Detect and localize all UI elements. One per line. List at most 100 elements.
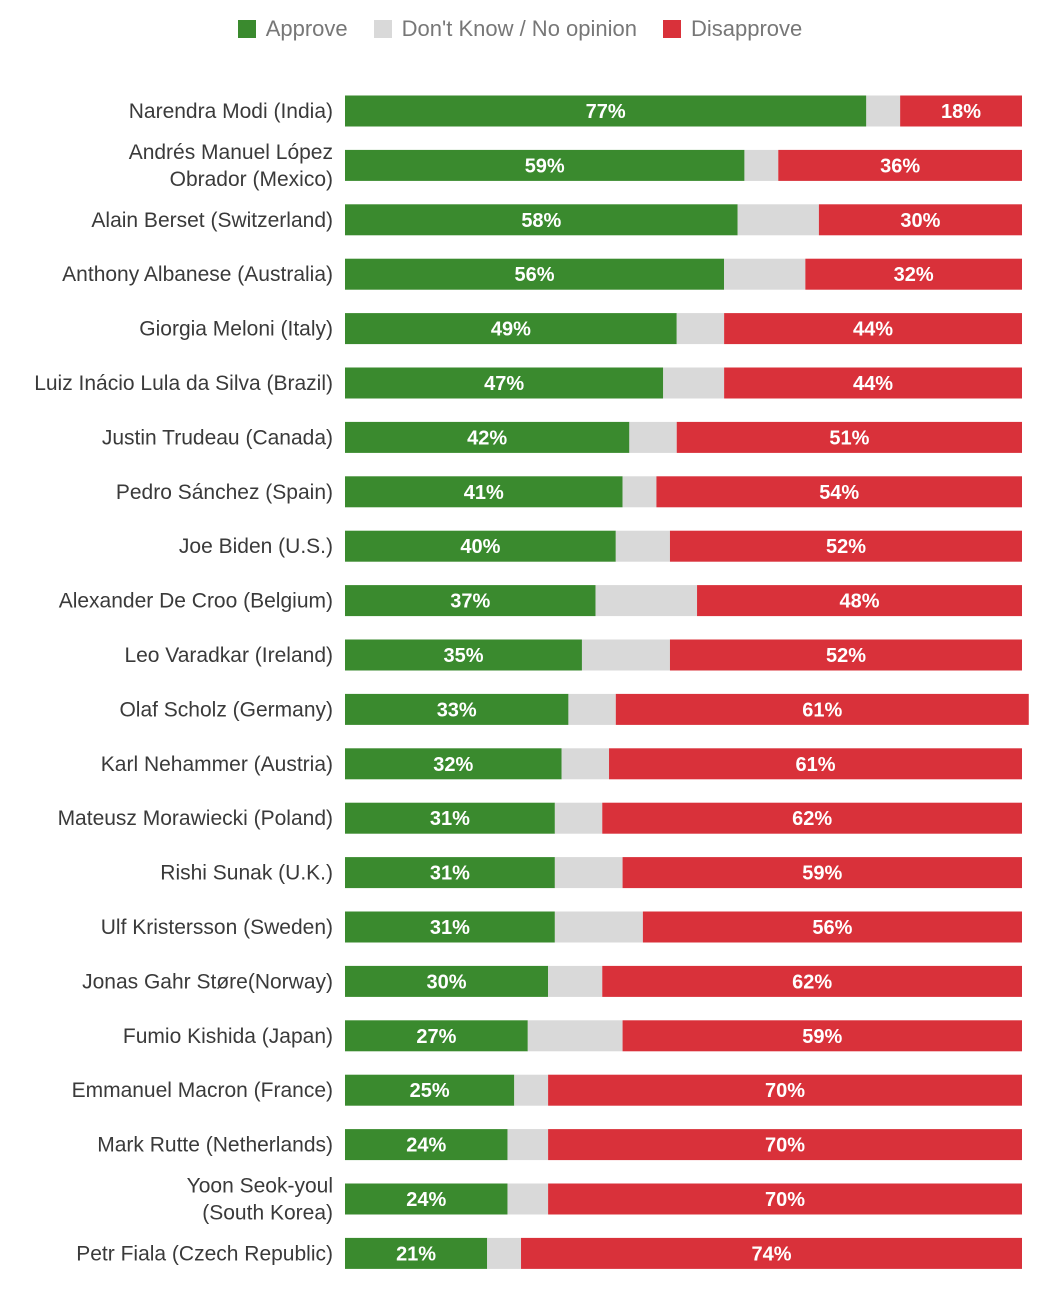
- row-label: Leo Varadkar (Ireland): [124, 644, 333, 667]
- row-label-line: Olaf Scholz (Germany): [119, 698, 333, 721]
- value-label-disapprove: 70%: [765, 1189, 805, 1211]
- bar-segment-disapprove: [548, 1183, 1022, 1215]
- row-label-line: Narendra Modi (India): [129, 100, 333, 123]
- bar-row: Giorgia Meloni (Italy) 49% 44%: [139, 313, 1022, 345]
- row-label-line: Fumio Kishida (Japan): [123, 1025, 333, 1048]
- value-label-disapprove: 74%: [751, 1243, 791, 1265]
- value-label-approve: 58%: [521, 210, 561, 232]
- legend-label-approve: Approve: [265, 16, 348, 41]
- value-label-approve: 42%: [467, 427, 507, 449]
- bar-segment-disapprove: [615, 693, 1029, 725]
- bar-segment-approve: [345, 693, 569, 725]
- bar-segment-disapprove: [724, 367, 1022, 399]
- bar-segment-unknown: [487, 1237, 522, 1269]
- bar-segment-disapprove: [521, 1237, 1022, 1269]
- row-label-line: Alain Berset (Switzerland): [91, 209, 333, 232]
- bar-segment-disapprove: [724, 313, 1022, 345]
- bar-segment-unknown: [514, 1074, 549, 1106]
- row-label-line: Joe Biden (U.S.): [179, 535, 333, 558]
- bar-row: Emmanuel Macron (France) 25% 70%: [72, 1074, 1022, 1106]
- bar-segment-unknown: [554, 802, 603, 834]
- row-label-line: Alexander De Croo (Belgium): [59, 590, 333, 613]
- value-label-disapprove: 30%: [900, 210, 940, 232]
- value-label-disapprove: 62%: [792, 971, 832, 993]
- bar-segment-approve: [345, 965, 549, 997]
- bar-segment-disapprove: [778, 149, 1022, 181]
- row-label-line: Jonas Gahr Støre(Norway): [82, 970, 333, 993]
- value-label-approve: 41%: [464, 482, 504, 504]
- bar-segment-disapprove: [656, 476, 1022, 508]
- bar-row: Mark Rutte (Netherlands) 24% 70%: [97, 1129, 1022, 1161]
- value-label-approve: 21%: [396, 1243, 436, 1265]
- legend-swatch-disapprove: [663, 20, 681, 38]
- bar-row: Jonas Gahr Støre(Norway) 30% 62%: [82, 965, 1022, 997]
- bar-row: Justin Trudeau (Canada) 42% 51%: [102, 421, 1022, 453]
- legend-swatch-approve: [237, 20, 256, 38]
- row-label-line: Mark Rutte (Netherlands): [97, 1134, 333, 1157]
- value-label-disapprove: 54%: [819, 482, 859, 504]
- value-label-disapprove: 36%: [880, 155, 920, 177]
- row-label: Emmanuel Macron (France): [72, 1079, 333, 1102]
- bar-segment-unknown: [527, 1020, 623, 1052]
- bar-segment-approve: [345, 748, 562, 780]
- bar-segment-approve: [345, 149, 745, 181]
- bar-segment-disapprove: [818, 204, 1022, 236]
- bar-segment-approve: [345, 204, 738, 236]
- value-label-approve: 32%: [433, 754, 473, 776]
- bar-row: Anthony Albanese (Australia) 56% 32%: [62, 258, 1022, 290]
- value-label-approve: 25%: [410, 1080, 450, 1102]
- value-label-approve: 77%: [586, 101, 626, 123]
- bar-segment-approve: [345, 1020, 528, 1052]
- bar-row: Karl Nehammer (Austria) 32% 61%: [101, 748, 1022, 780]
- row-label: Pedro Sánchez (Spain): [116, 481, 333, 504]
- legend-item-approve: Approve: [237, 16, 348, 42]
- row-label: Karl Nehammer (Austria): [101, 753, 333, 776]
- row-label: Fumio Kishida (Japan): [123, 1025, 333, 1048]
- bar-segment-disapprove: [642, 911, 1022, 943]
- row-label: Andrés Manuel López Obrador (Mexico): [129, 141, 333, 191]
- bar-segment-approve: [345, 802, 555, 834]
- row-label-line: Karl Nehammer (Austria): [101, 753, 333, 776]
- row-label: Mark Rutte (Netherlands): [97, 1134, 333, 1157]
- bar-segment-unknown: [724, 258, 806, 290]
- bar-segment-disapprove: [676, 421, 1022, 453]
- value-label-approve: 37%: [450, 591, 490, 613]
- row-label: Olaf Scholz (Germany): [119, 698, 333, 721]
- value-label-approve: 24%: [406, 1189, 446, 1211]
- row-label-line: Emmanuel Macron (France): [72, 1079, 333, 1102]
- bar-segment-unknown: [663, 367, 725, 399]
- row-label: Alexander De Croo (Belgium): [59, 590, 333, 613]
- row-label-line: Anthony Albanese (Australia): [62, 263, 333, 286]
- value-label-disapprove: 59%: [802, 863, 842, 885]
- bar-segment-unknown: [554, 857, 623, 889]
- legend-item-disapprove: Disapprove: [663, 16, 802, 42]
- row-label-line: Ulf Kristersson (Sweden): [101, 916, 333, 939]
- bar-row: Ulf Kristersson (Sweden) 31% 56%: [101, 911, 1022, 943]
- row-label-line: Andrés Manuel López: [129, 141, 333, 164]
- chart-legend: Approve Don't Know / No opinion Disappro…: [0, 16, 1040, 42]
- value-label-approve: 49%: [491, 319, 531, 341]
- bar-row: Petr Fiala (Czech Republic) 21% 74%: [76, 1237, 1022, 1269]
- row-label-line: Pedro Sánchez (Spain): [116, 481, 333, 504]
- bar-row: Alexander De Croo (Belgium) 37% 48%: [59, 585, 1022, 617]
- row-label: Anthony Albanese (Australia): [62, 263, 333, 286]
- value-label-approve: 30%: [427, 971, 467, 993]
- row-label-line: Obrador (Mexico): [170, 168, 333, 191]
- legend-label-disapprove: Disapprove: [691, 16, 803, 41]
- bar-segment-approve: [345, 367, 664, 399]
- bar-segment-approve: [345, 1074, 515, 1106]
- bar-segment-disapprove: [548, 1129, 1022, 1161]
- row-label-line: (South Korea): [202, 1202, 333, 1225]
- bar-row: Rishi Sunak (U.K.) 31% 59%: [160, 857, 1022, 889]
- bar-row: Joe Biden (U.S.) 40% 52%: [179, 530, 1022, 562]
- value-label-approve: 47%: [484, 373, 524, 395]
- bar-segment-disapprove: [602, 802, 1022, 834]
- bar-segment-disapprove: [697, 585, 1022, 617]
- value-label-disapprove: 70%: [765, 1135, 805, 1157]
- bar-segment-disapprove: [548, 1074, 1022, 1106]
- bar-row: Alain Berset (Switzerland) 58% 30%: [91, 204, 1022, 236]
- bar-segment-approve: [345, 530, 616, 562]
- row-label-line: Giorgia Meloni (Italy): [139, 318, 333, 341]
- row-label-line: Justin Trudeau (Canada): [102, 426, 333, 449]
